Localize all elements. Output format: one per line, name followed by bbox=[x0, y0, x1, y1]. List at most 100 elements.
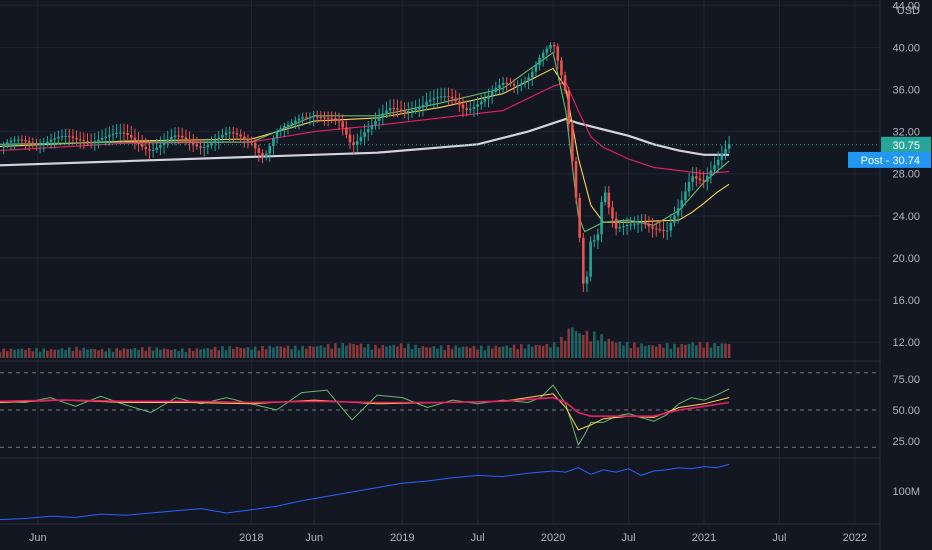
candle-body bbox=[345, 127, 348, 135]
volume-bar bbox=[436, 348, 439, 358]
volume-bar bbox=[93, 349, 97, 358]
volume-bar bbox=[60, 348, 64, 358]
candle-body bbox=[625, 224, 629, 227]
time-tick-label: 2019 bbox=[390, 532, 414, 544]
candle-body bbox=[140, 143, 144, 147]
price-tick-label: 32.00 bbox=[892, 127, 920, 139]
candle-body bbox=[46, 141, 49, 144]
volume-bar bbox=[246, 347, 250, 358]
volume-bar bbox=[217, 350, 221, 358]
candle-body bbox=[512, 84, 516, 86]
volume-bar bbox=[403, 348, 406, 358]
volume-bar bbox=[622, 345, 625, 358]
candle-body bbox=[97, 139, 100, 142]
volume-bar bbox=[509, 347, 512, 358]
volume-bar bbox=[20, 348, 24, 358]
volume-bar bbox=[235, 346, 239, 358]
candle-body bbox=[673, 215, 676, 223]
candle-body bbox=[326, 117, 330, 119]
volume-bar bbox=[633, 342, 636, 358]
candle-body bbox=[611, 207, 614, 219]
volume-bar bbox=[366, 343, 370, 358]
volume-bar bbox=[71, 351, 75, 358]
candle-body bbox=[556, 46, 560, 61]
volume-bar bbox=[108, 348, 111, 358]
volume-bar bbox=[651, 345, 654, 358]
price-tick-label: 20.00 bbox=[892, 253, 920, 265]
moving-average-line bbox=[0, 117, 730, 167]
volume-bar bbox=[705, 342, 709, 358]
volume-bar bbox=[162, 348, 166, 358]
volume-bar bbox=[720, 343, 724, 358]
price-tick-label: 16.00 bbox=[892, 295, 920, 307]
candle-body bbox=[505, 82, 509, 84]
candle-body bbox=[27, 141, 31, 143]
volume-bar bbox=[377, 348, 381, 358]
volume-bar bbox=[560, 336, 563, 358]
candle-body bbox=[261, 152, 264, 157]
time-axis[interactable]: Jun 2018 Jun 2019 Jul 2020 Jul 2021 Jul 2022 bbox=[29, 532, 867, 544]
volume-bar bbox=[476, 349, 479, 358]
volume-bar bbox=[567, 328, 571, 358]
candle-body bbox=[224, 132, 228, 135]
volume-bar bbox=[64, 350, 67, 358]
volume-bar bbox=[334, 343, 337, 358]
candle-body bbox=[53, 138, 56, 140]
volume-bar bbox=[170, 349, 173, 358]
candle-body bbox=[144, 146, 148, 150]
candle-body bbox=[301, 117, 304, 119]
volume-bar bbox=[111, 351, 115, 358]
candle-body bbox=[319, 116, 323, 118]
volume-bar bbox=[498, 346, 501, 358]
volume-bar bbox=[286, 345, 290, 358]
volume-bar bbox=[191, 350, 195, 358]
post-price-tag bbox=[848, 151, 931, 168]
volume-bar bbox=[137, 349, 140, 358]
volume-bar bbox=[140, 347, 144, 358]
candle-body bbox=[549, 44, 552, 49]
time-tick-label: 2021 bbox=[692, 532, 716, 544]
volume-bar bbox=[250, 349, 253, 358]
candle-body bbox=[173, 135, 177, 138]
volume-bar bbox=[13, 349, 16, 358]
volume-bar bbox=[2, 348, 5, 358]
volume-bar bbox=[410, 348, 414, 358]
candle-body bbox=[676, 208, 680, 216]
candle-body bbox=[312, 116, 315, 118]
volume-bar bbox=[253, 346, 257, 358]
volume-bar bbox=[574, 331, 578, 358]
rsi-pane bbox=[0, 372, 880, 448]
volume-bar bbox=[294, 345, 297, 358]
candle-body bbox=[159, 144, 162, 148]
volume-bar bbox=[315, 346, 319, 358]
volume-bar bbox=[97, 350, 100, 358]
candle-body bbox=[308, 117, 312, 119]
candle-body bbox=[86, 141, 89, 143]
volume-bar bbox=[614, 342, 618, 358]
candle-body bbox=[162, 142, 166, 145]
volume-bar bbox=[290, 349, 293, 358]
volume-bar bbox=[206, 348, 210, 358]
candle-body bbox=[195, 144, 199, 147]
candle-body bbox=[629, 224, 632, 226]
candle-body bbox=[122, 132, 126, 134]
volume-bar bbox=[213, 346, 217, 358]
candle-body bbox=[469, 108, 472, 110]
candle-body bbox=[108, 135, 111, 137]
volume-bar bbox=[563, 340, 567, 358]
volume-bar bbox=[680, 344, 684, 358]
candle-body bbox=[592, 240, 596, 242]
volume-bar bbox=[556, 346, 560, 358]
volume-bar bbox=[308, 345, 312, 358]
candle-body bbox=[443, 96, 447, 98]
candle-body bbox=[49, 139, 53, 142]
candle-body bbox=[436, 97, 439, 99]
candle-body bbox=[578, 197, 581, 238]
volume-bar bbox=[607, 338, 611, 358]
candle-body bbox=[622, 226, 625, 228]
candle-body bbox=[374, 120, 377, 126]
volume-bar bbox=[530, 346, 534, 358]
